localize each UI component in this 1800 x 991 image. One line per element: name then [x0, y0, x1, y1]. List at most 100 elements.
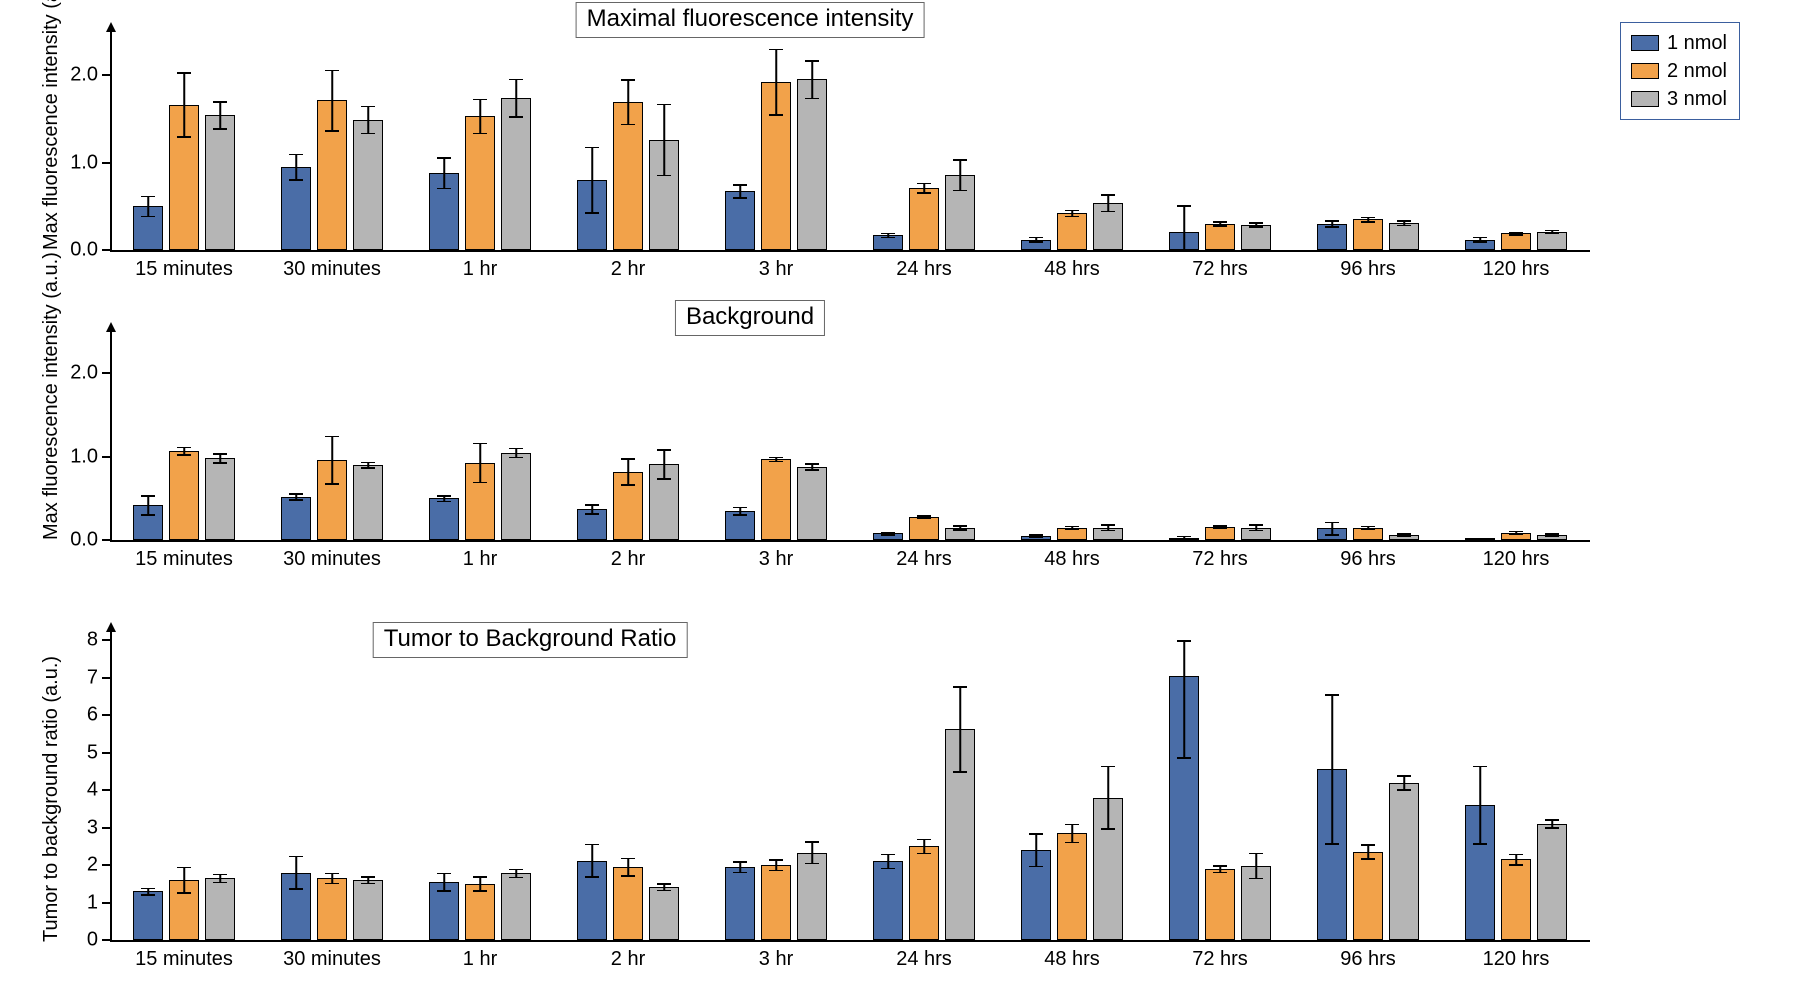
error-cap	[1065, 842, 1079, 844]
error-cap	[621, 875, 635, 877]
bar	[1353, 219, 1383, 250]
error-cap	[325, 436, 339, 438]
error-cap	[953, 771, 967, 773]
error-cap	[1213, 225, 1227, 227]
error-cap	[769, 114, 783, 116]
error-cap	[1249, 524, 1263, 526]
error-cap	[953, 529, 967, 531]
error-cap	[1029, 241, 1043, 243]
error-cap	[213, 453, 227, 455]
error-cap	[1213, 865, 1227, 867]
error-cap	[1509, 232, 1523, 234]
legend-label: 1 nmol	[1667, 29, 1727, 57]
error-bar	[663, 449, 665, 479]
error-bar	[479, 876, 481, 891]
bar	[169, 451, 199, 540]
legend-label: 3 nmol	[1667, 85, 1727, 113]
error-bar	[1331, 522, 1333, 535]
x-tick-label: 120 hrs	[1483, 548, 1550, 571]
bar	[353, 880, 383, 940]
error-bar	[1479, 766, 1481, 845]
error-cap	[1325, 522, 1339, 524]
error-cap	[361, 106, 375, 108]
error-bar	[811, 60, 813, 99]
y-tick-label: 3	[87, 816, 98, 839]
bar	[133, 891, 163, 940]
x-tick-label: 72 hrs	[1192, 948, 1248, 971]
error-cap	[1473, 241, 1487, 243]
error-cap	[805, 469, 819, 471]
error-cap	[1473, 237, 1487, 239]
error-cap	[953, 190, 967, 192]
error-cap	[917, 515, 931, 517]
error-bar	[331, 436, 333, 484]
bar	[205, 115, 235, 250]
error-cap	[805, 863, 819, 865]
legend-swatch	[1631, 91, 1659, 107]
y-tick-label: 4	[87, 779, 98, 802]
error-cap	[953, 159, 967, 161]
x-tick-label: 1 hr	[463, 548, 497, 571]
error-cap	[361, 876, 375, 878]
error-bar	[1331, 694, 1333, 844]
error-cap	[509, 877, 523, 879]
error-cap	[141, 888, 155, 890]
y-tick-label: 6	[87, 704, 98, 727]
error-cap	[213, 462, 227, 464]
error-bar	[443, 873, 445, 892]
error-cap	[361, 883, 375, 885]
x-tick-label: 96 hrs	[1340, 258, 1396, 281]
x-tick-label: 120 hrs	[1483, 948, 1550, 971]
error-cap	[1065, 216, 1079, 218]
bar	[1353, 852, 1383, 940]
bar	[1501, 233, 1531, 250]
error-cap	[881, 237, 895, 239]
x-tick-label: 48 hrs	[1044, 948, 1100, 971]
bar	[725, 191, 755, 250]
error-cap	[1509, 234, 1523, 236]
x-tick-label: 2 hr	[611, 548, 645, 571]
bar	[725, 867, 755, 940]
bar	[353, 120, 383, 250]
figure: 1 nmol2 nmol3 nmol0.01.02.015 minutes30 …	[0, 0, 1800, 991]
error-cap	[1397, 533, 1411, 535]
error-cap	[509, 869, 523, 871]
y-tick	[102, 677, 110, 679]
y-tick	[102, 752, 110, 754]
x-tick-label: 1 hr	[463, 948, 497, 971]
bar	[1057, 833, 1087, 940]
error-cap	[1361, 526, 1375, 528]
error-cap	[1325, 694, 1339, 696]
error-cap	[473, 443, 487, 445]
error-cap	[585, 504, 599, 506]
bar	[205, 878, 235, 940]
error-cap	[177, 136, 191, 138]
bar	[761, 865, 791, 940]
error-cap	[657, 883, 671, 885]
x-tick-label: 24 hrs	[896, 948, 952, 971]
bar	[501, 453, 531, 541]
y-tick	[102, 372, 110, 374]
x-tick-label: 15 minutes	[135, 258, 233, 281]
bar	[317, 878, 347, 940]
x-tick-label: 2 hr	[611, 258, 645, 281]
x-tick-label: 30 minutes	[283, 948, 381, 971]
error-cap	[177, 447, 191, 449]
error-cap	[1029, 537, 1043, 539]
bar	[1537, 232, 1567, 250]
y-tick	[102, 714, 110, 716]
error-cap	[141, 514, 155, 516]
error-cap	[1361, 858, 1375, 860]
x-tick-label: 72 hrs	[1192, 548, 1248, 571]
bar	[1057, 213, 1087, 250]
error-bar	[1071, 824, 1073, 843]
y-tick-label: 1.0	[70, 151, 98, 174]
error-cap	[881, 854, 895, 856]
error-cap	[1101, 530, 1115, 532]
error-bar	[295, 154, 297, 180]
error-cap	[361, 467, 375, 469]
y-tick-label: 0	[87, 929, 98, 952]
error-cap	[805, 463, 819, 465]
error-bar	[331, 70, 333, 131]
y-axis	[110, 630, 112, 940]
